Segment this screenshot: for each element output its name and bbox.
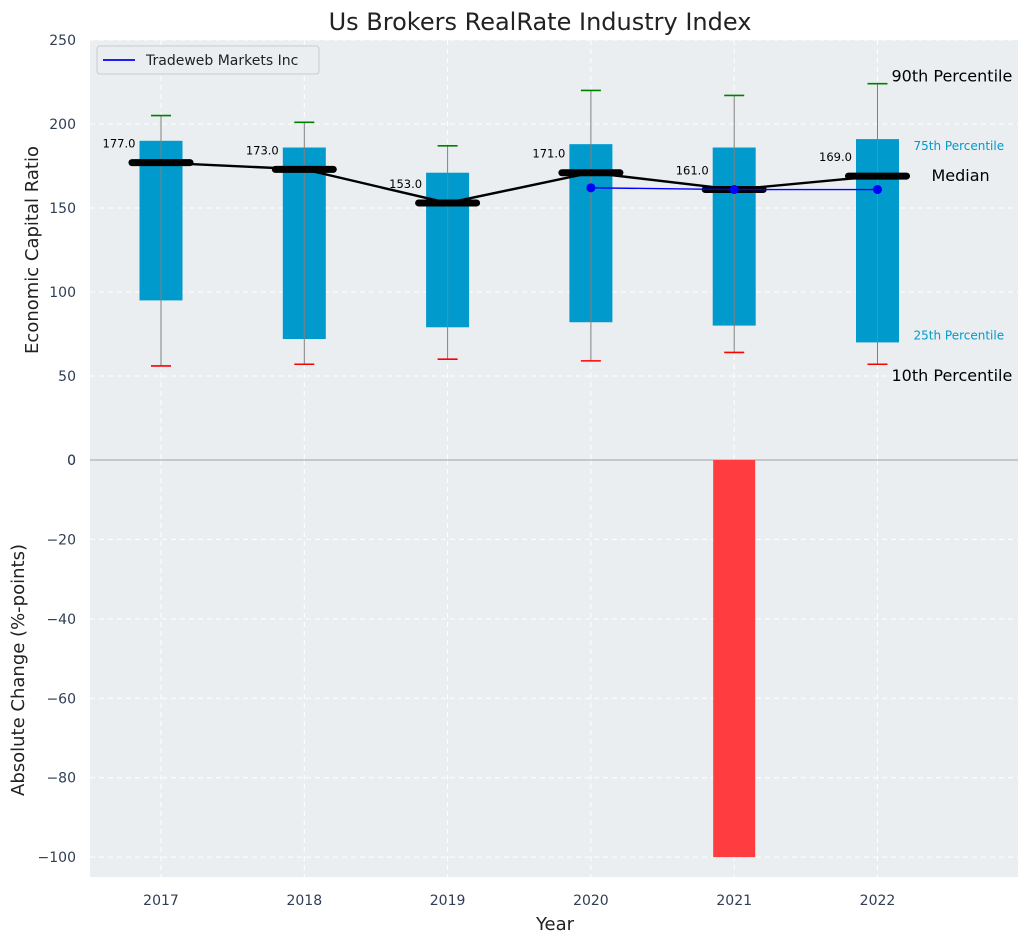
top-y-tick-label: 150 [49, 201, 76, 217]
top-y-tick-label: 250 [49, 33, 76, 49]
top-y-tick-label: 200 [49, 117, 76, 133]
bottom-y-tick-label: −40 [46, 612, 76, 628]
top-y-tick-label: 0 [67, 453, 76, 469]
top-y-tick-label: 50 [58, 369, 76, 385]
median-value-label: 171.0 [532, 147, 565, 161]
company-point [729, 185, 739, 195]
bottom-y-tick-label: −80 [46, 771, 76, 787]
x-tick-label: 2019 [430, 893, 466, 909]
median-value-label: 177.0 [103, 137, 136, 151]
top-y-axis-label: Economic Capital Ratio [22, 146, 43, 354]
annotation-p10: 10th Percentile [892, 366, 1013, 385]
median-value-label: 161.0 [676, 164, 709, 178]
median-value-label: 173.0 [246, 143, 279, 157]
chart-title: Us Brokers RealRate Industry Index [329, 8, 752, 36]
company-point [873, 185, 882, 195]
annotation-p25: 25th Percentile [914, 328, 1005, 342]
annotation-p90: 90th Percentile [892, 67, 1013, 86]
bottom-y-tick-label: −20 [46, 532, 76, 548]
bottom-plot-background [90, 460, 1018, 877]
bottom-y-tick-label: −60 [46, 691, 76, 707]
legend-label: Tradeweb Markets Inc [145, 53, 298, 69]
x-tick-label: 2018 [286, 893, 322, 909]
bottom-panel: −100 −80 −60 −40 −20 0 2017 2018 2019 2020 2021 202… [38, 453, 1018, 909]
annotation-median: Median [932, 166, 990, 185]
x-tick-label: 2020 [573, 893, 609, 909]
x-tick-label: 2022 [860, 893, 896, 909]
median-value-label: 169.0 [819, 150, 852, 164]
top-y-tick-label: 100 [49, 285, 76, 301]
x-axis-label: Year [535, 914, 575, 935]
company-point [586, 183, 596, 193]
bottom-y-tick-label: 0 [67, 453, 76, 469]
x-tick-label: 2017 [143, 893, 179, 909]
annotation-p75: 75th Percentile [914, 139, 1005, 153]
x-tick-label: 2021 [716, 893, 752, 909]
bottom-y-axis-label: Absolute Change (%-points) [8, 544, 29, 796]
legend-box [96, 45, 320, 75]
bottom-y-tick-label: −100 [38, 850, 76, 866]
top-panel: 0 50 100 150 200 250 177.0 173.0 153.0 171.0 161.0… [49, 33, 1018, 469]
change-bar [713, 460, 756, 858]
median-value-label: 153.0 [389, 177, 422, 191]
